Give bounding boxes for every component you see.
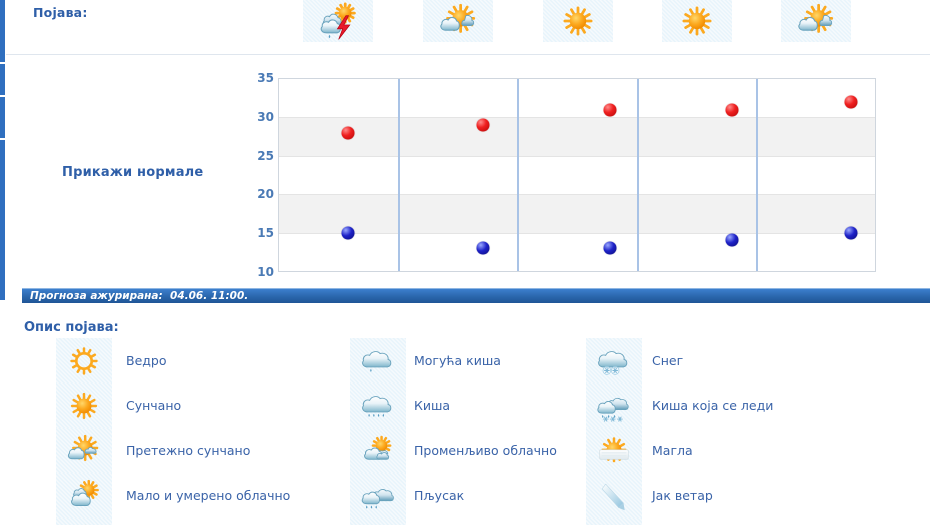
rain-icon: [350, 383, 406, 428]
freezing-rain-icon: [586, 383, 642, 428]
chart-point-min-4: [844, 226, 858, 240]
chart-point-min-1: [476, 241, 490, 255]
temperature-chart: 35 30 25 20 15 10: [0, 62, 930, 287]
forecast-icon-cell-0: [303, 0, 373, 42]
partly-sunny-icon: [795, 0, 837, 42]
legend-item-label: Снег: [652, 353, 684, 368]
chart-y-tick-15: 15: [257, 226, 274, 241]
clear-sun-outline-icon: [56, 338, 112, 383]
possible-rain-icon: [350, 518, 406, 525]
thunderstorm-icon: [317, 0, 359, 42]
legend-item: [586, 518, 916, 525]
chart-point-max-1: [476, 118, 490, 132]
chart-point-min-3: [725, 233, 739, 247]
chart-point-max-4: [844, 95, 858, 109]
phenomena-label: Појава:: [33, 5, 88, 20]
chart-point-min-0: [341, 226, 355, 240]
legend-item-label: Киша која се леди: [652, 398, 774, 413]
legend-item-label: Променљиво облачно: [414, 443, 557, 458]
sunny-icon: [56, 383, 112, 428]
legend-item: Снег: [586, 338, 916, 383]
show-normals-link[interactable]: Прикажи нормале: [62, 165, 204, 180]
legend-item-label: Претежно сунчано: [126, 443, 251, 458]
legend-item: Могућа киша: [350, 338, 586, 383]
legend-item: Променљиво облачно: [350, 428, 586, 473]
chart-point-min-2: [603, 241, 617, 255]
mostly-sunny-icon: [56, 428, 112, 473]
chart-y-axis: 35 30 25 20 15 10: [236, 71, 274, 279]
showers-icon: [350, 473, 406, 518]
legend-item: Магла: [586, 428, 916, 473]
snow-icon: [586, 338, 642, 383]
legend-item-label: Сунчано: [126, 398, 182, 413]
sunny-icon: [557, 0, 599, 42]
legend-item-label: Пљусак: [414, 488, 465, 503]
chart-point-max-0: [341, 126, 355, 140]
chart-gridline-20: [279, 194, 875, 196]
legend-item: Киша која се леди: [586, 383, 916, 428]
forecast-icon-cell-1: [423, 0, 493, 42]
chart-band-0: [279, 117, 875, 156]
forecast-icon-row: [0, 0, 930, 42]
chart-gridline-15: [279, 232, 875, 234]
chart-y-tick-20: 20: [257, 187, 274, 202]
top-divider: [6, 54, 930, 55]
legend-item: [56, 518, 346, 525]
clear-sun-outline-icon: [586, 518, 642, 525]
chart-y-tick-10: 10: [257, 265, 274, 279]
forecast-icon-cell-4: [781, 0, 851, 42]
chart-y-tick-30: 30: [257, 109, 274, 124]
strong-wind-icon: [586, 473, 642, 518]
chart-day-separator-4: [755, 79, 758, 271]
left-blue-rail: [0, 0, 5, 300]
forecast-icon-cell-3: [662, 0, 732, 42]
legend-column-0: Ведро Сунчано Претежно сунчано Мало и умере…: [56, 338, 346, 525]
forecast-updated-text: Прогноза ажурирана: 04.06. 11:00.: [30, 290, 249, 302]
chart-day-separator-2: [517, 79, 520, 271]
legend-item: Пљусак: [350, 473, 586, 518]
chart-gridline-25: [279, 155, 875, 157]
legend-title: Опис појава:: [24, 320, 119, 335]
legend-item-label: Мало и умерено облачно: [126, 488, 291, 503]
legend-item-label: Магла: [652, 443, 693, 458]
partly-cloudy-icon: [56, 473, 112, 518]
chart-point-max-3: [725, 103, 739, 117]
chart-y-tick-25: 25: [257, 148, 274, 163]
forecast-icon-cell-2: [543, 0, 613, 42]
possible-rain-icon: [350, 338, 406, 383]
forecast-updated-bar: Прогноза ажурирана: 04.06. 11:00.: [22, 288, 930, 303]
partly-sunny-icon: [437, 0, 479, 42]
legend-item: Јак ветар: [586, 473, 916, 518]
chart-point-max-2: [603, 103, 617, 117]
legend-column-2: Снег Киша која се леди Магла Јак ветар: [586, 338, 916, 525]
legend-item-label: Могућа киша: [414, 353, 501, 368]
legend-item-label: Ведро: [126, 353, 167, 368]
chart-gridline-30: [279, 117, 875, 119]
legend-item-label: Јак ветар: [652, 488, 713, 503]
legend-item: Претежно сунчано: [56, 428, 346, 473]
variable-cloudy-icon: [350, 428, 406, 473]
legend-item: Киша: [350, 383, 586, 428]
legend-item: Ведро: [56, 338, 346, 383]
fog-icon: [586, 428, 642, 473]
mostly-sunny-icon: [56, 518, 112, 525]
chart-day-separator-1: [398, 79, 401, 271]
legend-item: Мало и умерено облачно: [56, 473, 346, 518]
legend-item: [350, 518, 586, 525]
chart-y-tick-35: 35: [257, 71, 274, 85]
chart-day-separator-3: [636, 79, 639, 271]
legend-item-label: Киша: [414, 398, 451, 413]
legend-item: Сунчано: [56, 383, 346, 428]
chart-band-1: [279, 194, 875, 233]
legend-column-1: Могућа киша Киша Променљиво облачно Пљусак: [350, 338, 586, 525]
chart-plot-area: [278, 78, 876, 272]
sunny-icon: [676, 0, 718, 42]
